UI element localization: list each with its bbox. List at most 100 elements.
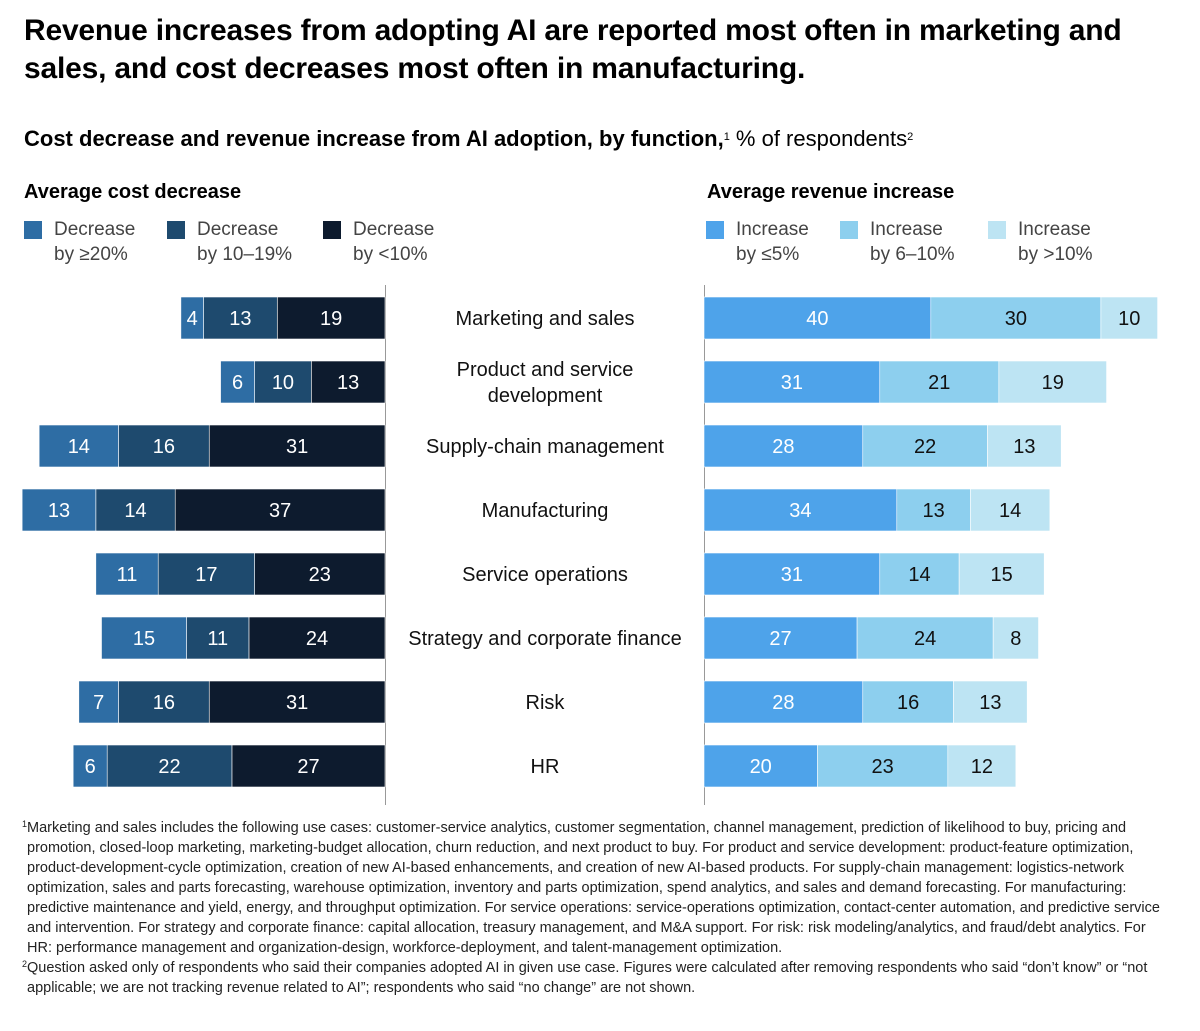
- chart-title: Revenue increases from adopting AI are r…: [24, 14, 1122, 85]
- cost-value-strategy-and-corporate-finance-2: 24: [306, 628, 328, 650]
- footnote-1: 1 Marketing and sales includes the follow…: [22, 819, 1160, 956]
- revenue-value-supply-chain-management-2: 13: [1013, 436, 1035, 458]
- revenue-bar-manufacturing-1: [896, 488, 971, 532]
- legend-swatch-cost-under-10: [323, 221, 341, 239]
- subtitle-bold: Cost decrease and revenue increase from …: [24, 126, 724, 151]
- revenue-bar-supply-chain-management-1: [862, 424, 988, 468]
- revenue-value-strategy-and-corporate-finance-1: 24: [914, 628, 936, 650]
- revenue-bar-hr-1: [817, 744, 949, 788]
- revenue-bar-product-and-service-development-0: [703, 360, 881, 404]
- cost-value-supply-chain-management-0: 14: [68, 436, 90, 458]
- revenue-bar-service-operations-1: [879, 552, 960, 596]
- category-label-supply-chain-management: Supply-chain management: [426, 436, 664, 458]
- legend-swatch-rev-over-10: [988, 221, 1006, 239]
- revenue-value-risk-0: 28: [772, 692, 794, 714]
- cost-bar-strategy-and-corporate-finance-1: [186, 616, 250, 660]
- revenue-bar-supply-chain-management-2: [987, 424, 1062, 468]
- legend-label-cost-20-plus: Decrease by ≥20%: [54, 219, 136, 265]
- revenue-section-title: Average revenue increase: [707, 181, 955, 203]
- cost-value-service-operations-0: 11: [117, 564, 138, 586]
- cost-bar-product-and-service-development-2: [310, 360, 386, 404]
- cost-legend: Decrease by ≥20% Decrease by 10–19% Decrea…: [24, 217, 464, 269]
- cost-bar-manufacturing-1: [95, 488, 176, 532]
- revenue-bar-manufacturing-0: [703, 488, 898, 532]
- revenue-bar-supply-chain-management-0: [703, 424, 864, 468]
- cost-bar-supply-chain-management-1: [118, 424, 210, 468]
- legend-swatch-rev-6-10: [840, 221, 858, 239]
- subtitle-footnote-mark-1: 1: [723, 131, 730, 143]
- revenue-bar-hr-2: [947, 744, 1017, 788]
- cost-bar-hr-1: [106, 744, 233, 788]
- cost-value-manufacturing-2: 37: [269, 500, 291, 522]
- cost-value-hr-2: 27: [297, 756, 319, 778]
- revenue-value-supply-chain-management-0: 28: [772, 436, 794, 458]
- cost-bar-marketing-and-sales-2: [276, 296, 386, 340]
- revenue-bar-service-operations-2: [958, 552, 1045, 596]
- category-label-product-and-service-development: Product and service development: [457, 359, 634, 407]
- chart-subtitle: Cost decrease and revenue increase from …: [24, 125, 913, 153]
- cost-bar-strategy-and-corporate-finance-2: [248, 616, 386, 660]
- category-label-risk: Risk: [526, 692, 566, 714]
- subtitle-unit: % of respondents: [729, 126, 908, 151]
- legend-swatch-cost-20-plus: [24, 221, 42, 239]
- cost-value-hr-0: 6: [85, 756, 96, 778]
- revenue-value-service-operations-0: 31: [781, 564, 803, 586]
- revenue-legend: Increase by ≤5% Increase by 6–10% Increase…: [706, 217, 1146, 269]
- cost-revenue-bar-chart: 19 13 4 Marketing and sales 40 30 10 13 10 6 Produ…: [21, 285, 1158, 805]
- cost-bar-supply-chain-management-2: [208, 424, 386, 468]
- revenue-bar-marketing-and-sales-2: [1100, 296, 1158, 340]
- legend-label-rev-over-10: Increase by >10%: [1018, 219, 1093, 265]
- cost-value-marketing-and-sales-0: 4: [187, 308, 198, 330]
- revenue-bar-hr-0: [703, 744, 818, 788]
- revenue-bar-strategy-and-corporate-finance-2: [992, 616, 1039, 660]
- footnote-2: 2 Question asked only of respondents who …: [22, 959, 1148, 996]
- legend-label-cost-10-19: Decrease by 10–19%: [197, 219, 293, 265]
- revenue-value-manufacturing-2: 14: [999, 500, 1021, 522]
- revenue-value-product-and-service-development-2: 19: [1042, 372, 1064, 394]
- cost-bar-product-and-service-development-0: [220, 360, 255, 404]
- cost-value-service-operations-1: 17: [195, 564, 217, 586]
- legend-swatch-rev-under-5: [706, 221, 724, 239]
- cost-value-strategy-and-corporate-finance-0: 15: [133, 628, 155, 650]
- revenue-bar-risk-1: [862, 680, 954, 724]
- revenue-value-marketing-and-sales-2: 10: [1118, 308, 1140, 330]
- revenue-value-strategy-and-corporate-finance-0: 27: [769, 628, 791, 650]
- cost-bar-manufacturing-0: [21, 488, 97, 532]
- cost-value-risk-0: 7: [93, 692, 104, 714]
- cost-value-service-operations-2: 23: [309, 564, 331, 586]
- revenue-bar-marketing-and-sales-1: [930, 296, 1102, 340]
- category-label-strategy-and-corporate-finance: Strategy and corporate finance: [408, 628, 682, 650]
- revenue-value-strategy-and-corporate-finance-2: 8: [1010, 628, 1021, 650]
- revenue-value-hr-2: 12: [971, 756, 993, 778]
- revenue-value-product-and-service-development-0: 31: [781, 372, 803, 394]
- cost-value-product-and-service-development-2: 13: [337, 372, 359, 394]
- cost-value-product-and-service-development-0: 6: [232, 372, 243, 394]
- revenue-value-product-and-service-development-1: 21: [928, 372, 950, 394]
- cost-bar-strategy-and-corporate-finance-0: [101, 616, 187, 660]
- revenue-bar-service-operations-0: [703, 552, 881, 596]
- footnotes: 1 Marketing and sales includes the follow…: [22, 818, 1172, 998]
- legend-label-rev-under-5: Increase by ≤5%: [736, 219, 809, 265]
- cost-value-product-and-service-development-1: 10: [272, 372, 294, 394]
- revenue-bar-manufacturing-2: [970, 488, 1051, 532]
- revenue-value-service-operations-2: 15: [991, 564, 1013, 586]
- revenue-value-risk-2: 13: [979, 692, 1001, 714]
- revenue-value-marketing-and-sales-1: 30: [1005, 308, 1027, 330]
- revenue-bar-product-and-service-development-1: [879, 360, 1000, 404]
- category-label-manufacturing: Manufacturing: [482, 500, 609, 522]
- cost-value-marketing-and-sales-2: 19: [320, 308, 342, 330]
- cost-value-supply-chain-management-2: 31: [286, 436, 308, 458]
- revenue-value-manufacturing-0: 34: [789, 500, 811, 522]
- category-label-service-operations: Service operations: [462, 564, 628, 586]
- category-label-hr: HR: [531, 756, 560, 778]
- cost-bar-risk-1: [118, 680, 210, 724]
- cost-section-title: Average cost decrease: [24, 181, 242, 203]
- revenue-bar-product-and-service-development-2: [998, 360, 1107, 404]
- legend-label-cost-under-10: Decrease by <10%: [353, 219, 435, 265]
- cost-bar-marketing-and-sales-1: [203, 296, 278, 340]
- cost-value-supply-chain-management-1: 16: [153, 436, 175, 458]
- cost-bar-hr-2: [231, 744, 386, 788]
- revenue-value-manufacturing-1: 13: [923, 500, 945, 522]
- cost-value-risk-2: 31: [286, 692, 308, 714]
- revenue-value-service-operations-1: 14: [908, 564, 930, 586]
